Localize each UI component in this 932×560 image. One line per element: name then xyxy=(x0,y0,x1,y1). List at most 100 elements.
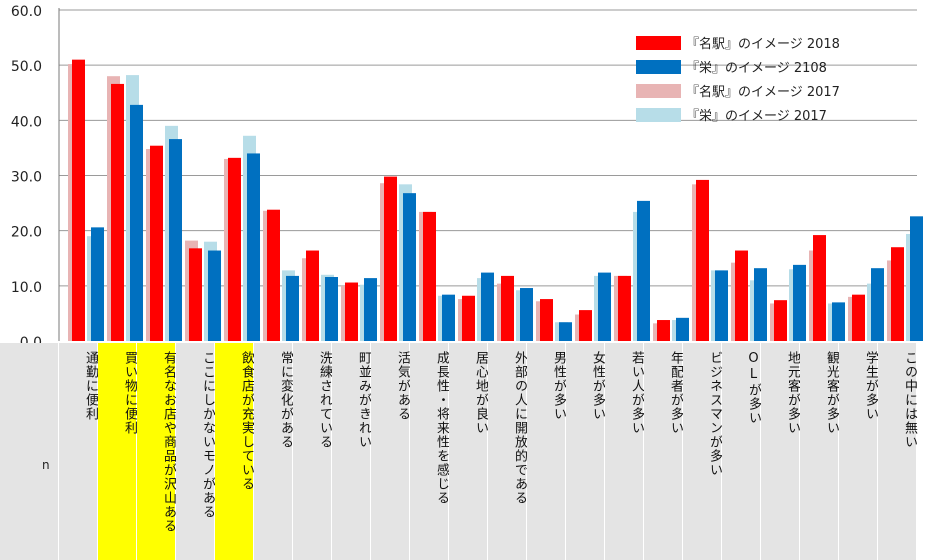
bar xyxy=(403,193,416,341)
category-cell: ビジネスマンが多い xyxy=(683,343,722,560)
bar xyxy=(735,250,748,341)
n-row-label: n xyxy=(42,458,50,472)
category-label: 男性が多い xyxy=(551,351,566,421)
category-label: ここにしかないモノがある xyxy=(200,351,215,519)
bar xyxy=(228,157,241,341)
category-label: 外部の人に開放的である xyxy=(512,351,527,505)
category-cell: OLが多い xyxy=(722,343,761,560)
category-label: 有名なお店や商品が沢山ある xyxy=(161,351,176,533)
category-cell: この中には無い xyxy=(878,343,917,560)
category-cell: 観光客が多い xyxy=(800,343,839,560)
bar xyxy=(618,275,631,341)
bar xyxy=(540,299,553,341)
bar xyxy=(150,145,163,341)
category-cell: 活気がある xyxy=(371,343,410,560)
y-tick-label: 40.0 xyxy=(11,114,42,130)
category-label: 洗練されている xyxy=(317,351,332,449)
category-label: 活気がある xyxy=(395,351,410,421)
category-label: 常に変化がある xyxy=(278,351,293,449)
category-cell: 年配者が多い xyxy=(644,343,683,560)
y-tick-label: 20.0 xyxy=(11,225,42,241)
bar xyxy=(754,268,767,341)
bar xyxy=(520,288,533,341)
category-cell: 女性が多い xyxy=(566,343,605,560)
bar xyxy=(267,209,280,341)
bar xyxy=(891,247,904,341)
bar xyxy=(871,268,884,341)
bar xyxy=(286,275,299,341)
category-label: ビジネスマンが多い xyxy=(707,351,722,477)
category-label: 飲食店が充実している xyxy=(239,351,254,491)
bar xyxy=(189,248,202,341)
legend-swatch xyxy=(636,84,681,98)
category-label: OLが多い xyxy=(746,351,761,425)
legend-swatch xyxy=(636,36,681,50)
n-row-header xyxy=(0,343,59,560)
bar xyxy=(676,317,689,341)
bar xyxy=(657,320,670,341)
bar xyxy=(559,322,572,341)
legend-label: 『栄』のイメージ 2017 xyxy=(686,109,827,124)
y-tick-label: 10.0 xyxy=(11,280,42,296)
category-label: 年配者が多い xyxy=(668,351,683,435)
category-cell: 飲食店が充実している xyxy=(215,343,254,560)
category-cell: 若い人が多い xyxy=(605,343,644,560)
category-label: この中には無い xyxy=(902,351,917,449)
category-cell: ここにしかないモノがある xyxy=(176,343,215,560)
bar xyxy=(579,310,592,341)
category-cell: 買い物に便利 xyxy=(98,343,137,560)
bar xyxy=(442,294,455,341)
bar xyxy=(130,104,143,342)
category-cell: 常に変化がある xyxy=(254,343,293,560)
bar xyxy=(169,139,182,341)
category-cell: 外部の人に開放的である xyxy=(488,343,527,560)
legend-label: 『栄』のイメージ 2108 xyxy=(686,61,827,76)
category-label: 若い人が多い xyxy=(629,351,644,435)
y-tick-label: 60.0 xyxy=(11,4,42,20)
bar xyxy=(715,270,728,341)
category-label: 通勤に便利 xyxy=(83,351,98,421)
bar xyxy=(72,59,85,342)
y-tick-label: 0.0 xyxy=(20,335,42,343)
bar xyxy=(384,176,397,341)
category-label: 観光客が多い xyxy=(824,351,839,435)
category-label: 成長性・将来性を感じる xyxy=(434,351,449,505)
category-cell: 町並みがきれい xyxy=(332,343,371,560)
bar xyxy=(111,83,124,341)
bar xyxy=(247,153,260,341)
category-cell: 通勤に便利 xyxy=(59,343,98,560)
legend-swatch xyxy=(636,108,681,122)
bar xyxy=(832,302,845,341)
bar xyxy=(306,250,319,341)
chart-plot: 0.0 10.0 20.0 30.0 40.0 50.0 60.0 『名駅』のイメージ 201… xyxy=(11,4,923,343)
category-label: 居心地が良い xyxy=(473,351,488,435)
category-label: 女性が多い xyxy=(590,351,605,421)
bar xyxy=(852,294,865,341)
bar xyxy=(423,211,436,341)
category-label: 買い物に便利 xyxy=(122,351,137,435)
legend-label: 『名駅』のイメージ 2018 xyxy=(686,36,840,52)
category-cell: 成長性・将来性を感じる xyxy=(410,343,449,560)
bar xyxy=(774,300,787,341)
category-cell: 居心地が良い xyxy=(449,343,488,560)
category-label: 町並みがきれい xyxy=(356,351,371,449)
bar xyxy=(696,179,709,341)
category-cell: 男性が多い xyxy=(527,343,566,560)
bar xyxy=(637,200,650,341)
category-cell: 有名なお店や商品が沢山ある xyxy=(137,343,176,560)
bar xyxy=(364,278,377,341)
bar xyxy=(481,272,494,341)
y-tick-label: 50.0 xyxy=(11,59,42,75)
bar xyxy=(501,275,514,341)
y-tick-label: 30.0 xyxy=(11,170,42,186)
category-cell: 学生が多い xyxy=(839,343,878,560)
bar xyxy=(345,282,358,341)
category-label: 学生が多い xyxy=(863,351,878,421)
bar xyxy=(793,264,806,341)
category-label: 地元客が多い xyxy=(785,351,800,435)
bar xyxy=(813,235,826,341)
legend-label: 『名駅』のイメージ 2017 xyxy=(686,84,840,100)
category-cell: 洗練されている xyxy=(293,343,332,560)
bar xyxy=(91,227,104,341)
